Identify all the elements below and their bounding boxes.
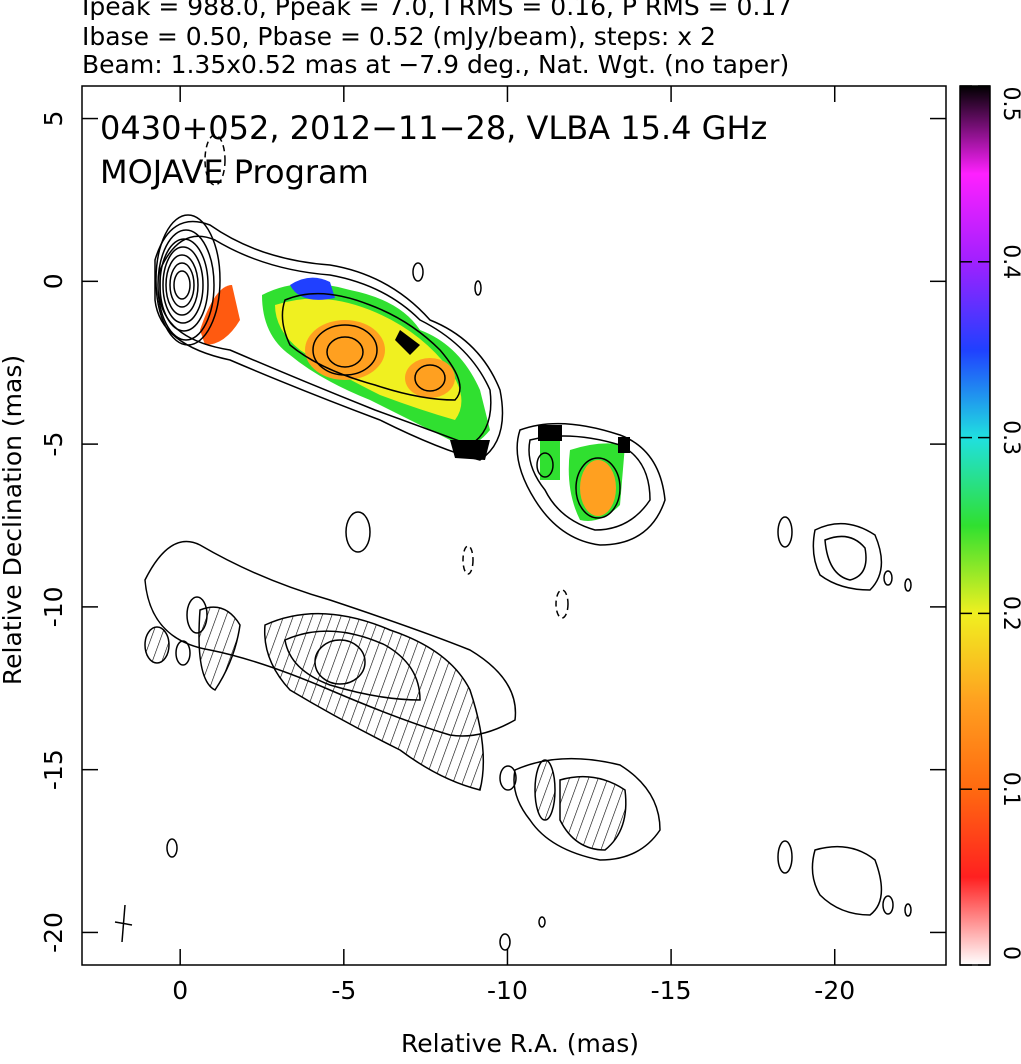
- y-axis-label: Relative Declination (mas): [0, 355, 27, 685]
- y-tick-label: -20: [39, 912, 68, 953]
- x-axis-label: Relative R.A. (mas): [401, 1029, 639, 1058]
- y-tick-label: 0: [39, 273, 68, 289]
- x-tick-label: -15: [651, 976, 692, 1005]
- pol-blob: [580, 460, 616, 516]
- colorbar-tick-label: 0.4: [998, 244, 1021, 279]
- plot-frame: [81, 85, 947, 966]
- y-tick-label: -15: [39, 749, 68, 790]
- y-tick-label: 5: [39, 111, 68, 127]
- header-line: Beam: 1.35x0.52 mas at −7.9 deg., Nat. W…: [82, 50, 789, 79]
- pol-blob: [405, 358, 455, 398]
- image: [114, 134, 912, 951]
- colorbar-tick-label: 0.2: [998, 596, 1021, 631]
- colorbar-tick-label: 0: [998, 946, 1021, 960]
- x-tick-label: -10: [487, 976, 528, 1005]
- pol-blob: [395, 330, 420, 355]
- y-tick-label: -10: [39, 586, 68, 627]
- pol-blob: [450, 440, 490, 460]
- pol-contours: [114, 540, 912, 951]
- header-line: Ibase = 0.50, Pbase = 0.52 (mJy/beam), s…: [82, 22, 716, 51]
- y-tick-label: -5: [39, 432, 68, 457]
- colorbar: [959, 85, 991, 966]
- pol-blob: [305, 320, 385, 380]
- colorbar-tick-label: 0.1: [998, 772, 1021, 807]
- contours: [154, 134, 912, 619]
- x-tick-label: -20: [814, 976, 855, 1005]
- pol-blob: [200, 285, 240, 345]
- x-tick-label: 0: [172, 976, 188, 1005]
- colorbar-tick-label: 0.5: [998, 87, 1021, 122]
- x-tick-label: -5: [331, 976, 356, 1005]
- header-line: Ipeak = 988.0, Ppeak = 7.0, I RMS = 0.16…: [82, 0, 792, 21]
- pol-blob: [538, 425, 562, 441]
- colorbar-tick-label: 0.3: [998, 420, 1021, 455]
- annotation: MOJAVE Program: [100, 153, 369, 191]
- annotation: 0430+052, 2012−11−28, VLBA 15.4 GHz: [100, 109, 767, 147]
